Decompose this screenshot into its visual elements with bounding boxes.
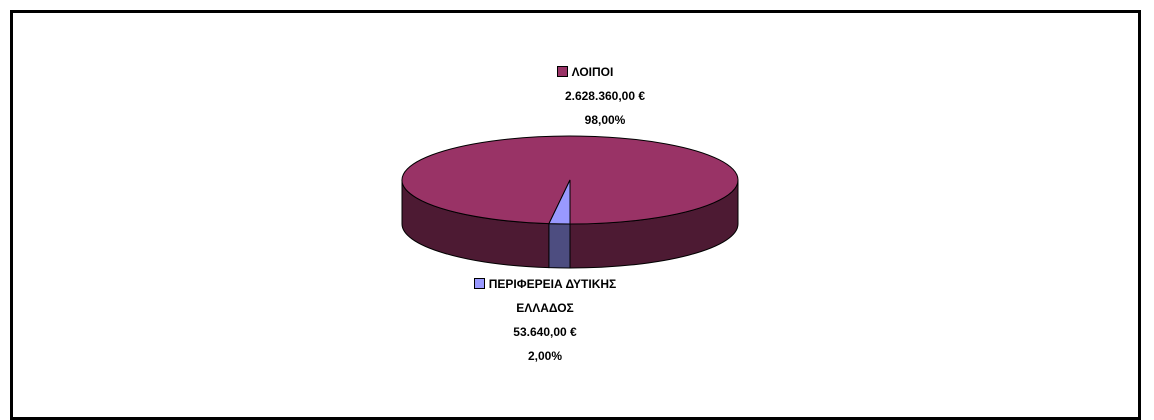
page: ΛΟΙΠΟΙ 2.628.360,00 € 98,00% ΠΕΡΙΦΕΡΕΙΑ …	[10, 10, 1141, 420]
category-label: ΠΕΡΙΦΕΡΕΙΑ ΔΥΤΙΚΗΣ ΕΛΛΑΔΟΣ	[488, 277, 617, 315]
slice	[548, 179, 571, 225]
value-label: 2,00%	[527, 349, 563, 363]
legend-swatch	[473, 278, 485, 289]
value-label: 98,00%	[584, 113, 626, 127]
category-label: ΛΟΙΠΟΙ	[571, 65, 614, 79]
slice-label: ΛΟΙΠΟΙ 2.628.360,00 € 98,00%	[485, 60, 685, 132]
slice-label: ΠΕΡΙΦΕΡΕΙΑ ΔΥΤΙΚΗΣ ΕΛΛΑΔΟΣ 53.640,00 € 2…	[445, 272, 645, 368]
legend-entry: ΛΟΙΠΟΙ	[485, 60, 685, 84]
amount-label: 2.628.360,00 €	[564, 89, 646, 103]
amount-label: 53.640,00 €	[513, 325, 577, 339]
legend-swatch	[556, 66, 568, 77]
legend-entry: ΠΕΡΙΦΕΡΕΙΑ ΔΥΤΙΚΗΣ ΕΛΛΑΔΟΣ	[445, 272, 645, 320]
chart	[401, 135, 739, 269]
slice-side	[548, 223, 571, 269]
